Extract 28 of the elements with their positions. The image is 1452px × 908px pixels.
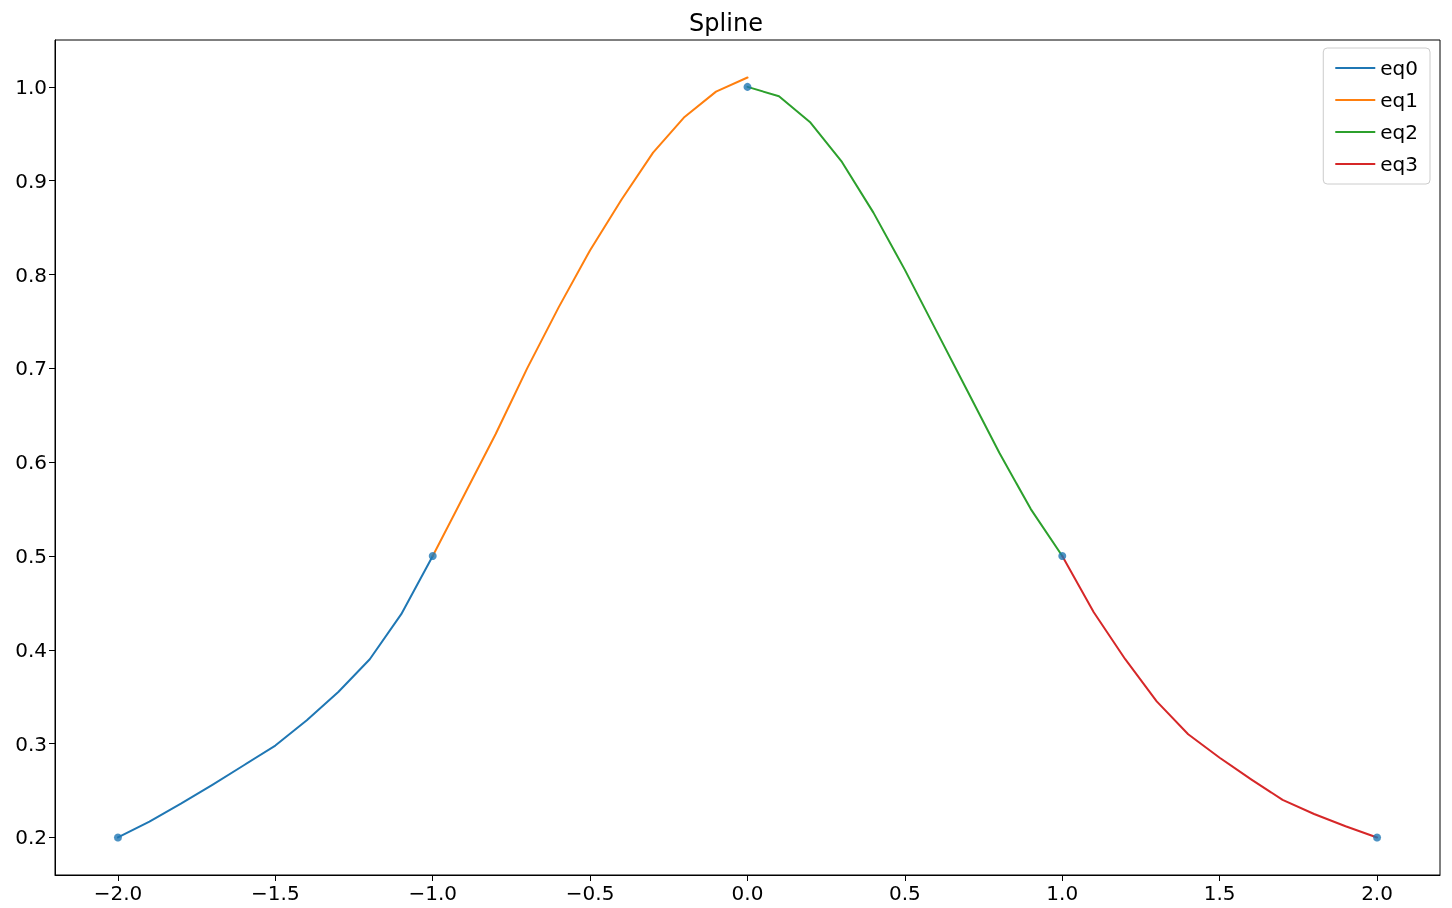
y-tick-label: 0.8 [15,262,47,287]
point [428,552,437,561]
y-tick-label: 0.4 [15,637,47,662]
point [1373,833,1382,842]
y-tick-label: 0.7 [15,356,47,381]
legend-label: eq3 [1380,152,1419,176]
legend-label: eq2 [1380,120,1419,144]
x-tick-label: −1.5 [251,881,300,905]
point [1058,552,1067,561]
x-tick-label: 0.5 [888,881,921,905]
x-tick-label: −0.5 [565,881,615,905]
x-tick-label: −1.0 [408,881,458,905]
legend-label: eq1 [1380,88,1419,112]
x-tick-label: 2.0 [1361,881,1393,905]
y-tick-label: 0.9 [15,168,47,193]
point [743,82,752,91]
x-tick-label: −2.0 [93,881,143,905]
x-tick-label: 0.0 [731,881,764,905]
y-tick-label: 0.3 [15,731,47,756]
y-tick-label: 1.0 [15,74,47,99]
y-tick-label: 0.6 [15,450,47,475]
legend-label: eq0 [1380,56,1419,80]
chart-title: Spline [689,9,763,37]
point [113,833,122,842]
y-tick-label: 0.5 [15,544,47,569]
y-tick-label: 0.2 [15,825,47,850]
x-tick-label: 1.0 [1046,881,1079,905]
x-tick-label: 1.5 [1203,881,1236,905]
